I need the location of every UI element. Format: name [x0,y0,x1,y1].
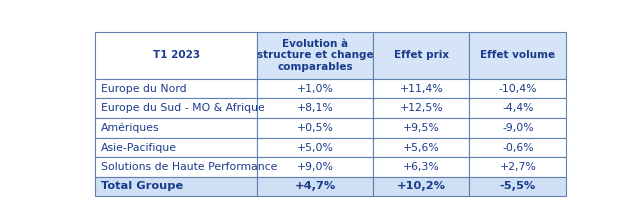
Text: +5,6%: +5,6% [403,142,440,153]
Text: T1 2023: T1 2023 [152,50,200,60]
Text: Solutions de Haute Performance: Solutions de Haute Performance [101,162,277,172]
Text: Asie-Pacifique: Asie-Pacifique [101,142,177,153]
Text: Europe du Sud - MO & Afrique: Europe du Sud - MO & Afrique [101,103,264,113]
Bar [373,79,470,98]
Text: +10,2%: +10,2% [397,181,445,192]
Bar [373,157,470,177]
Bar [470,79,566,98]
Text: +12,5%: +12,5% [399,103,443,113]
Bar [257,32,373,79]
Text: Effet volume: Effet volume [480,50,556,60]
Text: +8,1%: +8,1% [297,103,333,113]
Bar [470,157,566,177]
Bar [95,32,257,79]
Text: -0,6%: -0,6% [502,142,534,153]
Bar [373,98,470,118]
Text: Evolution à
structure et change
comparables: Evolution à structure et change comparab… [257,39,374,72]
Bar [470,98,566,118]
Bar [257,138,373,157]
Bar [95,118,257,138]
Bar [470,118,566,138]
Bar [95,177,257,196]
Bar [257,118,373,138]
Text: +4,7%: +4,7% [294,181,336,192]
Text: +1,0%: +1,0% [297,84,333,94]
Bar [257,79,373,98]
Text: -10,4%: -10,4% [499,84,537,94]
Text: Effet prix: Effet prix [394,50,449,60]
Text: -5,5%: -5,5% [500,181,536,192]
Bar [257,98,373,118]
Text: -9,0%: -9,0% [502,123,534,133]
Bar [470,177,566,196]
Bar [373,177,470,196]
Bar [95,98,257,118]
Bar [95,138,257,157]
Bar [95,79,257,98]
Text: +9,0%: +9,0% [297,162,333,172]
Text: Europe du Nord: Europe du Nord [101,84,186,94]
Text: Total Groupe: Total Groupe [101,181,183,192]
Text: +5,0%: +5,0% [297,142,333,153]
Text: +9,5%: +9,5% [403,123,440,133]
Text: +0,5%: +0,5% [297,123,333,133]
Text: Amériques: Amériques [101,123,159,133]
Bar [257,177,373,196]
Bar [95,157,257,177]
Bar [470,138,566,157]
Bar [373,138,470,157]
Bar [373,32,470,79]
Bar [257,157,373,177]
Text: -4,4%: -4,4% [502,103,534,113]
Bar [373,118,470,138]
Bar [470,32,566,79]
Text: +6,3%: +6,3% [403,162,440,172]
Text: +2,7%: +2,7% [499,162,536,172]
Text: +11,4%: +11,4% [399,84,443,94]
